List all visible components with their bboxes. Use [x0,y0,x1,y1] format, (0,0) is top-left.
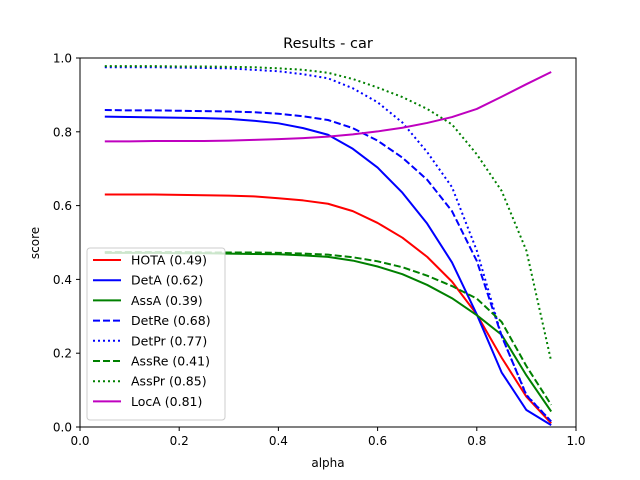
legend-label: LocA (0.81) [131,394,202,409]
legend-label: HOTA (0.49) [131,253,207,268]
series-line-4 [104,66,552,423]
chart-title: Results - car [283,36,373,52]
plot-frame [79,57,577,428]
legend-label: DetA (0.62) [131,273,203,288]
series-line-3 [104,109,552,423]
legend: HOTA (0.49) DetA (0.62) AssA (0.39) DetRe (… [86,247,226,421]
legend-label: AssA (0.39) [131,293,203,308]
y-axis-title: score [28,227,42,259]
legend-label: DetRe (0.68) [131,313,211,328]
axes-layer: 0.0 0.2 0.4 0.6 0.8 1.0 0.0 0.2 0.4 0.6 0.8 1.0 [53,52,586,449]
legend-box [86,247,226,421]
y-tick-label: 0.8 [53,125,72,139]
legend-label: DetPr (0.77) [131,333,207,348]
y-tick-label: 0.4 [53,273,72,287]
x-tick-label: 0.4 [269,434,288,448]
y-tick-label: 1.0 [53,52,72,66]
y-tick-label: 0.0 [53,421,72,435]
x-tick-label: 0.0 [70,434,89,448]
x-tick-label: 0.8 [467,434,486,448]
x-axis-title: alpha [311,456,344,470]
legend-label: AssRe (0.41) [131,354,210,369]
legend-label: AssPr (0.85) [131,374,207,389]
y-tick-label: 0.2 [53,347,72,361]
x-tick-label: 0.6 [368,434,387,448]
x-tick-label: 1.0 [566,434,585,448]
series-line-7 [104,71,552,143]
x-tick-label: 0.2 [170,434,189,448]
y-tick-label: 0.6 [53,199,72,213]
